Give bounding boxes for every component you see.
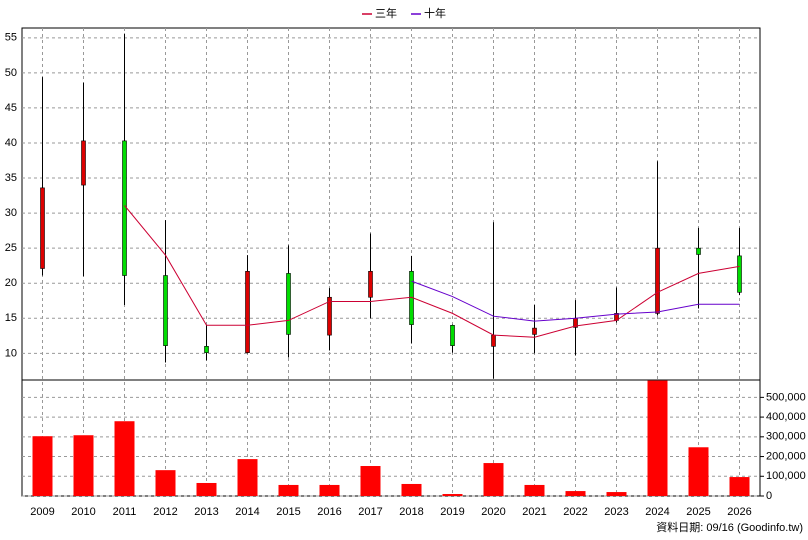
x-tick-label: 2010 bbox=[71, 506, 95, 518]
volume-bar bbox=[401, 483, 422, 496]
volume-bar bbox=[155, 470, 176, 496]
candle-body bbox=[491, 334, 496, 347]
candle-body bbox=[450, 325, 455, 346]
y-tick-label: 15 bbox=[5, 312, 17, 324]
y-tick-label: 30 bbox=[5, 207, 17, 219]
candle-body bbox=[737, 255, 742, 293]
y-tick-label: 50 bbox=[5, 67, 17, 79]
volume-bar bbox=[647, 380, 668, 496]
volume-bar bbox=[688, 447, 709, 496]
candle-body bbox=[40, 187, 45, 269]
plot-frame bbox=[21, 27, 761, 497]
legend-label: 十年 bbox=[424, 6, 446, 20]
x-tick-label: 2026 bbox=[727, 506, 751, 518]
y-tick-label: 20 bbox=[5, 277, 17, 289]
volume-bar bbox=[524, 484, 545, 496]
candle-body bbox=[655, 247, 660, 314]
candle-body bbox=[204, 346, 209, 353]
y-tick-label: 55 bbox=[5, 32, 17, 44]
y2-tick-label: 0 bbox=[766, 490, 772, 502]
volume-bar bbox=[73, 435, 94, 496]
candle-body bbox=[163, 275, 168, 346]
volume-bar bbox=[360, 466, 381, 496]
candle-body bbox=[122, 140, 127, 276]
volume-bar bbox=[442, 494, 463, 496]
x-tick-label: 2021 bbox=[522, 506, 546, 518]
y2-tick-label: 300,000 bbox=[766, 431, 806, 443]
x-tick-label: 2013 bbox=[194, 506, 218, 518]
y2-tick-label: 500,000 bbox=[766, 391, 806, 403]
x-tick-label: 2019 bbox=[440, 506, 464, 518]
ma-line bbox=[411, 280, 740, 322]
volume-bar bbox=[606, 492, 627, 496]
candle-body bbox=[696, 247, 701, 255]
footer: 資料日期: 09/16 (Goodinfo.tw) bbox=[656, 520, 803, 534]
candle-body bbox=[81, 140, 86, 186]
x-tick-label: 2012 bbox=[153, 506, 177, 518]
y2-tick-label: 200,000 bbox=[766, 450, 806, 462]
x-tick-label: 2018 bbox=[399, 506, 423, 518]
x-tick-label: 2020 bbox=[481, 506, 505, 518]
volume-bar bbox=[278, 484, 299, 496]
candle-body bbox=[245, 271, 250, 353]
x-tick-label: 2011 bbox=[113, 506, 137, 518]
x-tick-label: 2015 bbox=[276, 506, 300, 518]
volume-bar bbox=[729, 477, 750, 496]
x-tick-label: 2023 bbox=[604, 506, 628, 518]
x-tick-label: 2025 bbox=[686, 506, 710, 518]
volume-bar bbox=[237, 459, 258, 496]
candle-body bbox=[368, 271, 373, 298]
candle-body bbox=[286, 273, 291, 335]
volume-bar bbox=[483, 463, 504, 496]
volume-bar bbox=[114, 421, 135, 496]
x-tick-label: 2017 bbox=[358, 506, 382, 518]
volume-bar bbox=[319, 484, 340, 496]
y2-tick-label: 100,000 bbox=[766, 470, 806, 482]
volume-bar bbox=[32, 436, 53, 496]
y-tick-label: 40 bbox=[5, 137, 17, 149]
volume-bar bbox=[196, 482, 217, 496]
y2-tick-label: 400,000 bbox=[766, 411, 806, 423]
x-tick-label: 2014 bbox=[235, 506, 259, 518]
legend-label: 三年 bbox=[375, 6, 397, 20]
candle-body bbox=[327, 296, 332, 336]
y-tick-label: 35 bbox=[5, 172, 17, 184]
x-tick-label: 2024 bbox=[645, 506, 669, 518]
x-tick-label: 2016 bbox=[317, 506, 341, 518]
y-tick-label: 10 bbox=[5, 347, 17, 359]
y-tick-label: 45 bbox=[5, 102, 17, 114]
volume-bar bbox=[565, 491, 586, 496]
x-tick-label: 2009 bbox=[30, 506, 54, 518]
ma-line bbox=[124, 205, 740, 338]
y-tick-label: 25 bbox=[5, 242, 17, 254]
candle-body bbox=[532, 327, 537, 335]
x-tick-label: 2022 bbox=[563, 506, 587, 518]
